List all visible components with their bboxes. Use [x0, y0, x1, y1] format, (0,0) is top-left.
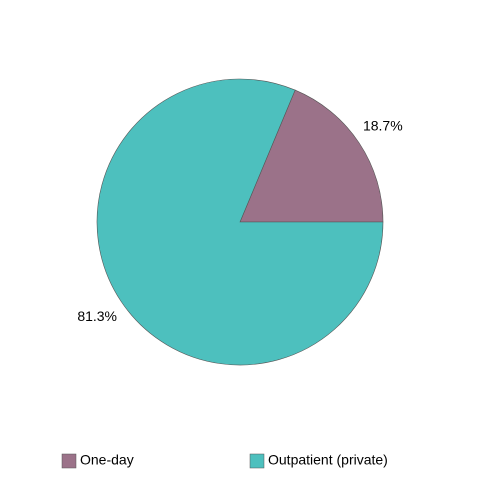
- data-label: 81.3%: [77, 308, 117, 324]
- pie-slice: [96, 78, 384, 366]
- legend-label: Outpatient (private): [268, 452, 388, 468]
- pie-slice: [239, 89, 384, 223]
- legend-swatch: [61, 453, 77, 469]
- data-label: 18.7%: [363, 118, 403, 134]
- legend-label: One-day: [80, 452, 134, 468]
- legend-swatch: [249, 453, 265, 469]
